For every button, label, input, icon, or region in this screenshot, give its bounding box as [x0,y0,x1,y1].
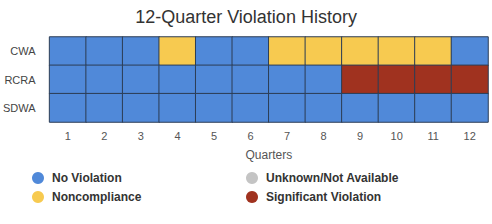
svg-text:7: 7 [284,130,290,142]
svg-text:Noncompliance: Noncompliance [52,190,142,204]
svg-text:6: 6 [247,130,253,142]
svg-text:No Violation: No Violation [52,171,122,185]
svg-text:12: 12 [464,130,476,142]
svg-text:5: 5 [211,130,217,142]
svg-text:8: 8 [321,130,327,142]
svg-text:10: 10 [391,130,403,142]
svg-text:SDWA: SDWA [3,102,36,114]
svg-text:Significant Violation: Significant Violation [266,190,381,204]
svg-text:4: 4 [174,130,180,142]
svg-text:Quarters: Quarters [245,148,292,162]
svg-text:Unknown/Not Available: Unknown/Not Available [266,171,399,185]
svg-text:1: 1 [65,130,71,142]
svg-text:RCRA: RCRA [4,74,36,86]
svg-text:3: 3 [138,130,144,142]
svg-text:11: 11 [427,130,438,142]
svg-text:2: 2 [101,130,107,142]
svg-text:12-Quarter Violation History: 12-Quarter Violation History [135,7,357,27]
svg-text:CWA: CWA [10,45,36,57]
svg-text:9: 9 [357,130,363,142]
